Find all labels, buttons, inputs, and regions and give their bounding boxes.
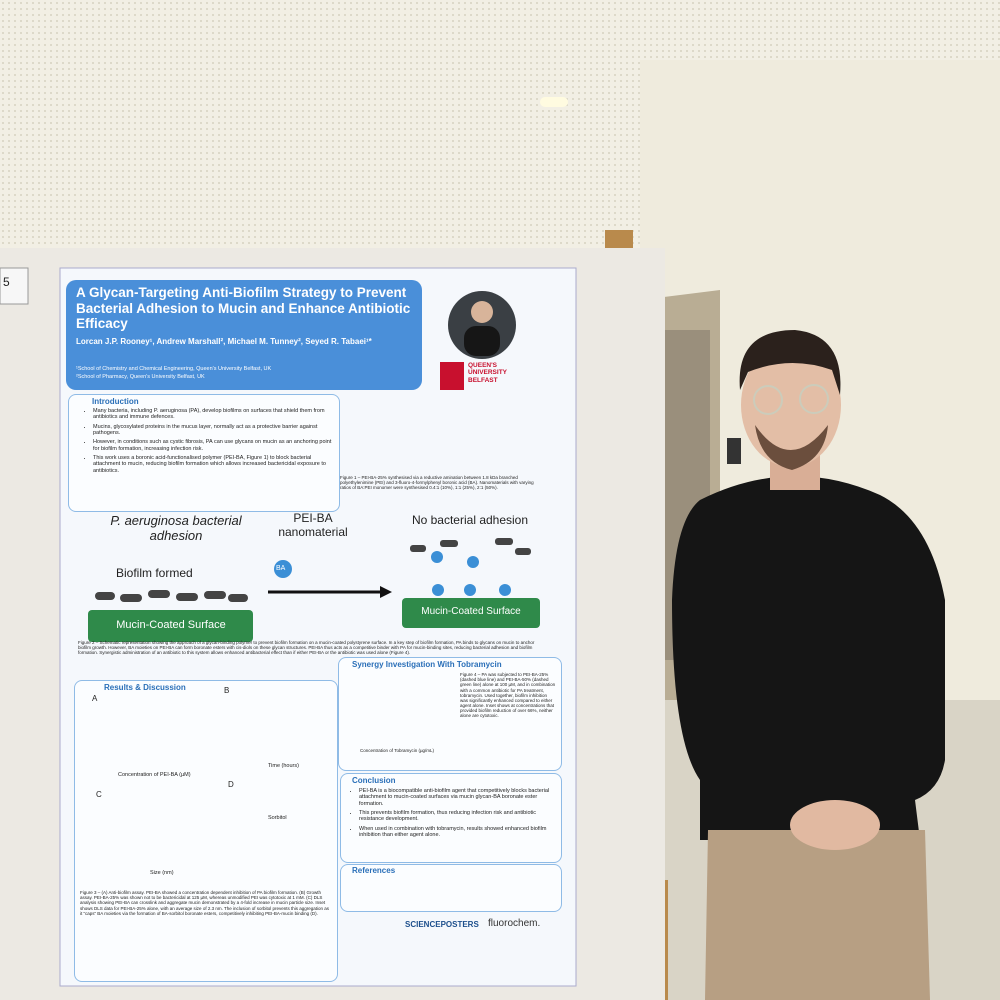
introduction-list: Many bacteria, including P. aeruginosa (…: [84, 408, 338, 477]
axis-label: Time (hours): [268, 763, 299, 769]
figure-caption: Figure 2 – Schematic representation show…: [78, 640, 535, 656]
affiliation: ¹School of Chemistry and Chemical Engine…: [76, 366, 272, 372]
bullet: PEI-BA is a biocompatible anti-biofilm a…: [359, 788, 559, 807]
bullet: This prevents biofilm formation, thus re…: [359, 810, 559, 823]
schematic-title: No bacterial adhesion: [411, 513, 529, 527]
affiliation: ²School of Pharmacy, Queen's University …: [76, 374, 205, 380]
conclusion-box: [340, 773, 562, 863]
axis-label: Concentration of Tobramycin (µg/mL): [360, 748, 435, 753]
surface-label: Mucin-Coated Surface: [421, 606, 521, 617]
axis-label: Concentration of PEI-BA (µM): [118, 772, 191, 778]
synergy-box: [338, 657, 562, 771]
references-box: [340, 864, 562, 912]
axis-label: Size (nm): [150, 870, 174, 876]
university: QUEEN'S UNIVERSITY BELFAST: [468, 362, 507, 384]
panel-label: C: [96, 790, 102, 799]
bullet: This work uses a boronic acid-functional…: [93, 455, 338, 474]
sponsor: SCIENCEPOSTERS: [405, 920, 479, 929]
university-word: UNIVERSITY: [468, 369, 508, 377]
poster-title: A Glycan-Targeting Anti-Biofilm Strategy…: [76, 285, 411, 332]
section-heading: Synergy Investigation With Tobramycin: [352, 660, 502, 669]
schematic-title: P. aeruginosa bacterial adhesion: [110, 513, 242, 543]
figure-caption: Figure 3 – (A) Anti-biofilm assay. PEI-B…: [80, 890, 330, 916]
introduction-box: [68, 394, 340, 512]
results-box: [74, 680, 338, 982]
panel-label: A: [92, 694, 98, 703]
axis-label: Sorbitol: [268, 815, 287, 821]
ba-label: BA: [276, 565, 286, 572]
university-word: QUEEN'S: [468, 362, 497, 369]
university-word: BELFAST: [468, 376, 498, 384]
section-heading: References: [352, 866, 396, 875]
schematic-label: Biofilm formed: [116, 566, 193, 580]
bullet: When used in combination with tobramycin…: [359, 826, 559, 839]
panel-label: D: [228, 780, 234, 789]
section-heading: Conclusion: [352, 776, 396, 785]
conclusion-list: PEI-BA is a biocompatible anti-biofilm a…: [350, 788, 559, 841]
bullet: However, in conditions such as cystic fi…: [93, 439, 338, 452]
figure-caption: Figure 1 – PEI-BA-25% synthesised via a …: [340, 475, 534, 491]
section-heading: Introduction: [92, 397, 139, 406]
schematic-title: PEI-BA nanomaterial: [278, 511, 348, 539]
section-heading: Results & Discussion: [104, 683, 186, 692]
panel-label: B: [224, 686, 230, 695]
sponsor: fluorochem.: [488, 918, 541, 929]
bullet: Many bacteria, including P. aeruginosa (…: [93, 408, 338, 421]
surface-label: Mucin-Coated Surface: [116, 619, 226, 631]
authors: Lorcan J.P. Rooney¹, Andrew Marshall², M…: [76, 337, 372, 346]
figure-caption: Figure 4 – PA was subjected to PEI-BA-25…: [460, 672, 556, 719]
bullet: Mucins, glycosylated proteins in the muc…: [93, 424, 338, 437]
board-number: 5: [3, 275, 10, 289]
